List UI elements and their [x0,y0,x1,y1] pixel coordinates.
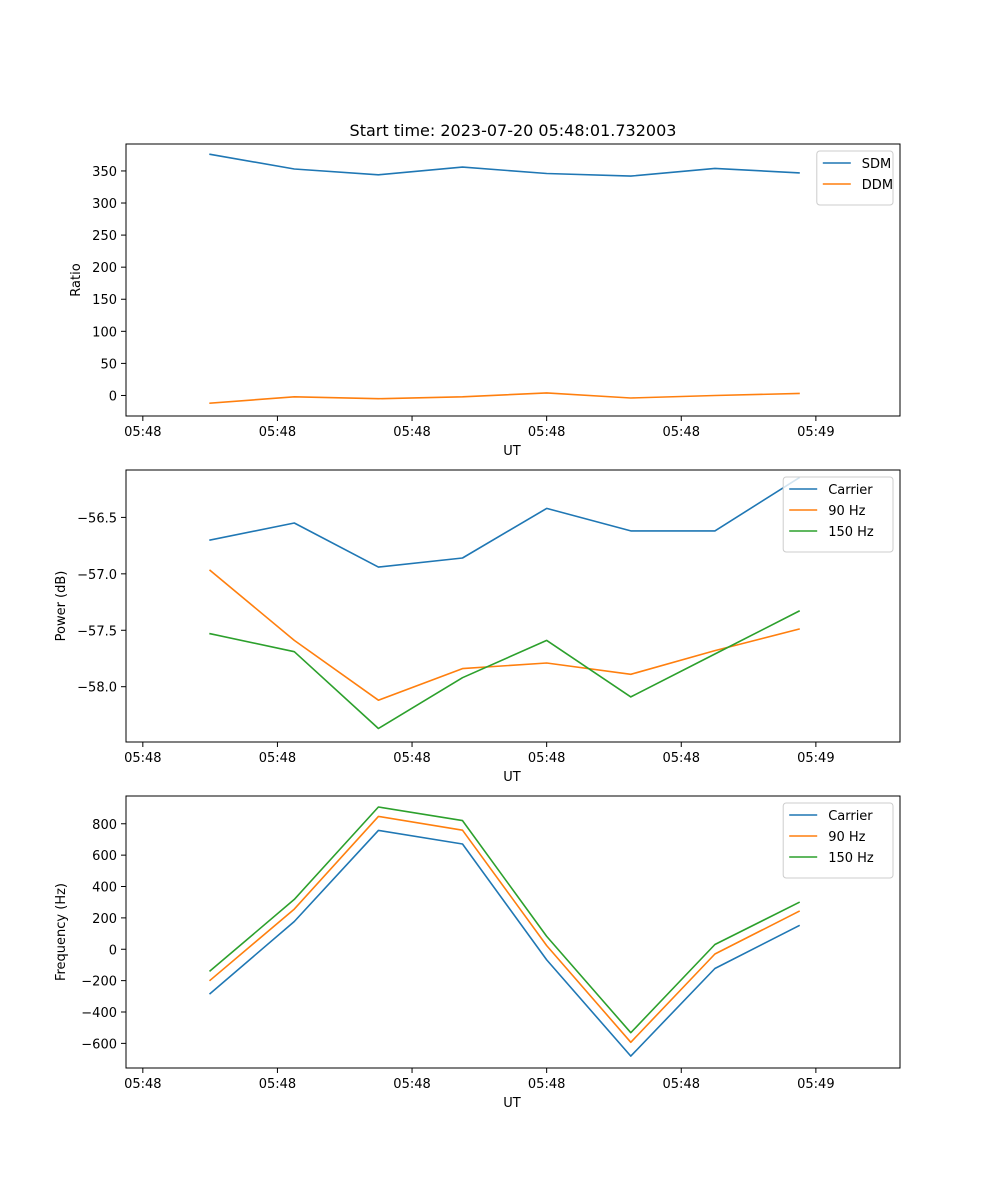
ratio-y-tick-label: 300 [92,197,117,212]
frequency-x-tick-label: 05:48 [528,1077,565,1092]
power-x-axis-label: UT [503,770,521,785]
ratio-y-tick-label: 150 [92,293,117,308]
power-x-tick-label: 05:48 [663,751,700,766]
ratio-y-tick-label: 350 [92,165,117,180]
power-legend-label: 150 Hz [828,525,874,540]
frequency-x-tick-label: 05:48 [393,1077,430,1092]
power-x-tick-label: 05:48 [259,751,296,766]
power-x-tick-label: 05:48 [124,751,161,766]
ratio-axes-frame [125,143,901,417]
frequency-y-tick-label: 400 [92,881,117,896]
power-legend-label: 90 Hz [828,504,865,519]
frequency-legend-box [782,802,894,879]
ratio-y-tick-label: 200 [92,261,117,276]
frequency-y-tick-label: 600 [92,849,117,864]
frequency-legend-label: 90 Hz [828,830,865,845]
power-series-90-hz-line [208,569,800,702]
ratio-legend-label: SDM [862,157,891,172]
power-legend-label: Carrier [828,483,873,498]
power-y-tick-label: −58.0 [77,681,117,696]
power-chart: 05:48 05:48 05:48 05:48 05:48 05:49 −58.0 −57.5… [54,469,901,785]
power-y-axis-label: Power (dB) [54,571,69,642]
frequency-y-tick-label: −400 [81,1006,117,1021]
power-y-tick-label: −57.0 [77,568,117,583]
ratio-x-axis-label: UT [503,444,521,459]
frequency-y-tick-label: −600 [81,1037,117,1052]
ratio-chart: 05:48 05:48 05:48 05:48 05:48 05:49 0 50 100 150 2… [69,143,901,459]
ratio-y-tick-label: 0 [109,389,117,404]
ratio-legend-box [816,150,894,206]
frequency-x-tick-label: 05:48 [259,1077,296,1092]
power-legend-box [782,476,894,553]
power-y-tick-label: −56.5 [77,511,117,526]
power-x-tick-label: 05:48 [393,751,430,766]
frequency-x-tick-label: 05:49 [797,1077,834,1092]
frequency-x-tick-label: 05:48 [124,1077,161,1092]
power-x-tick-label: 05:48 [528,751,565,766]
power-series-150-hz-line [209,610,801,730]
ratio-x-tick-label: 05:48 [663,425,700,440]
frequency-x-axis-label: UT [503,1096,521,1111]
ratio-x-tick-label: 05:49 [797,425,834,440]
frequency-y-tick-label: 0 [109,943,117,958]
ratio-y-tick-label: 100 [92,325,117,340]
ratio-y-tick-label: 50 [100,357,117,372]
frequency-y-axis-label: Frequency (Hz) [54,883,69,981]
ratio-x-tick-label: 05:48 [528,425,565,440]
frequency-chart: 05:48 05:48 05:48 05:48 05:48 05:49 −600 −400 −2… [54,795,901,1111]
power-axes-frame [125,469,901,743]
ratio-y-tick-label: 250 [92,229,117,244]
frequency-y-tick-label: −200 [81,975,117,990]
frequency-series-90-hz-line [208,815,801,1044]
frequency-axes-frame [125,795,901,1069]
ratio-x-tick-label: 05:48 [393,425,430,440]
ratio-series-sdm-line [209,153,800,177]
ratio-legend-label: DDM [862,178,893,193]
frequency-series-carrier-line [208,829,801,1057]
power-x-tick-label: 05:49 [797,751,834,766]
ratio-x-tick-label: 05:48 [124,425,161,440]
ratio-series-ddm-line [209,392,800,405]
ratio-y-axis-label: Ratio [69,263,84,296]
frequency-legend-label: 150 Hz [828,851,874,866]
frequency-legend-label: Carrier [828,809,873,824]
frequency-series-150-hz-line [208,806,801,1034]
power-series-carrier-line [209,476,801,568]
power-y-tick-label: −57.5 [77,624,117,639]
frequency-x-tick-label: 05:48 [663,1077,700,1092]
ratio-x-tick-label: 05:48 [259,425,296,440]
frequency-y-tick-label: 800 [92,818,117,833]
frequency-y-tick-label: 200 [92,912,117,927]
figure-title: Start time: 2023-07-20 05:48:01.732003 [350,121,677,140]
